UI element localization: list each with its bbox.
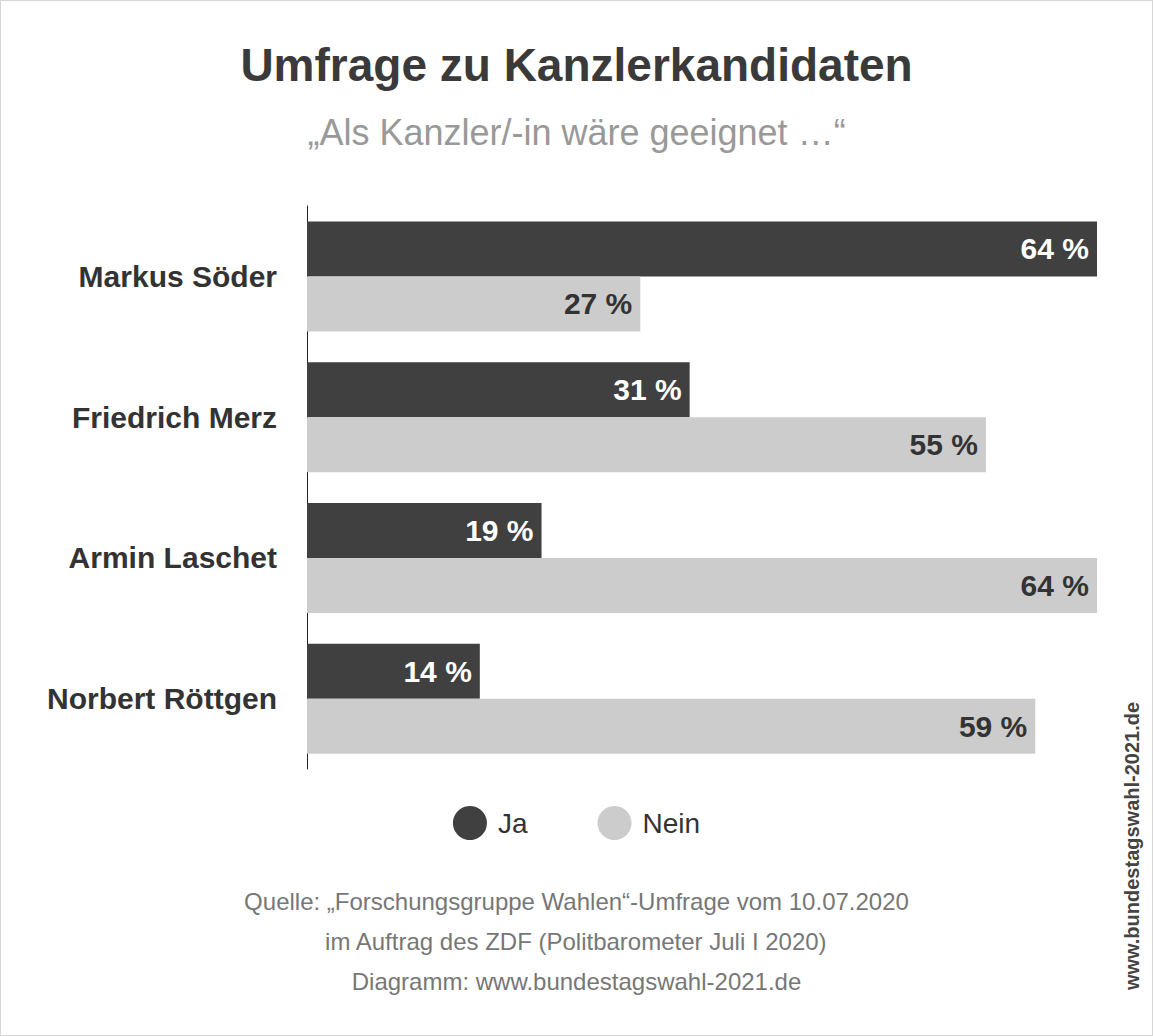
svg-text:59 %: 59 % [959, 710, 1027, 743]
svg-text:14 %: 14 % [403, 655, 471, 688]
svg-text:Norbert Röttgen: Norbert Röttgen [47, 682, 277, 715]
svg-text:www.bundestagswahl-2021.de: www.bundestagswahl-2021.de [1121, 702, 1143, 991]
svg-text:Diagramm: www.bundestagswahl-2: Diagramm: www.bundestagswahl-2021.de [352, 968, 802, 995]
svg-text:Markus Söder: Markus Söder [79, 260, 278, 293]
svg-text:64 %: 64 % [1021, 569, 1089, 602]
svg-text:Umfrage zu Kanzlerkandidaten: Umfrage zu Kanzlerkandidaten [240, 39, 912, 91]
svg-text:64 %: 64 % [1021, 232, 1089, 265]
svg-text:Ja: Ja [498, 808, 528, 839]
svg-text:31 %: 31 % [613, 373, 681, 406]
svg-text:Friedrich Merz: Friedrich Merz [72, 401, 277, 434]
svg-text:Quelle: „Forschungsgruppe Wahl: Quelle: „Forschungsgruppe Wahlen“-Umfrag… [244, 888, 909, 915]
svg-text:Armin Laschet: Armin Laschet [69, 541, 277, 574]
svg-text:27 %: 27 % [564, 287, 632, 320]
svg-text:Nein: Nein [642, 808, 700, 839]
svg-text:55 %: 55 % [910, 428, 978, 461]
svg-text:im Auftrag des ZDF (Politbarom: im Auftrag des ZDF (Politbarometer Juli … [325, 928, 827, 955]
svg-text:19 %: 19 % [465, 514, 533, 547]
svg-text:„Als Kanzler/-in wäre geeignet: „Als Kanzler/-in wäre geeignet …“ [307, 112, 845, 153]
